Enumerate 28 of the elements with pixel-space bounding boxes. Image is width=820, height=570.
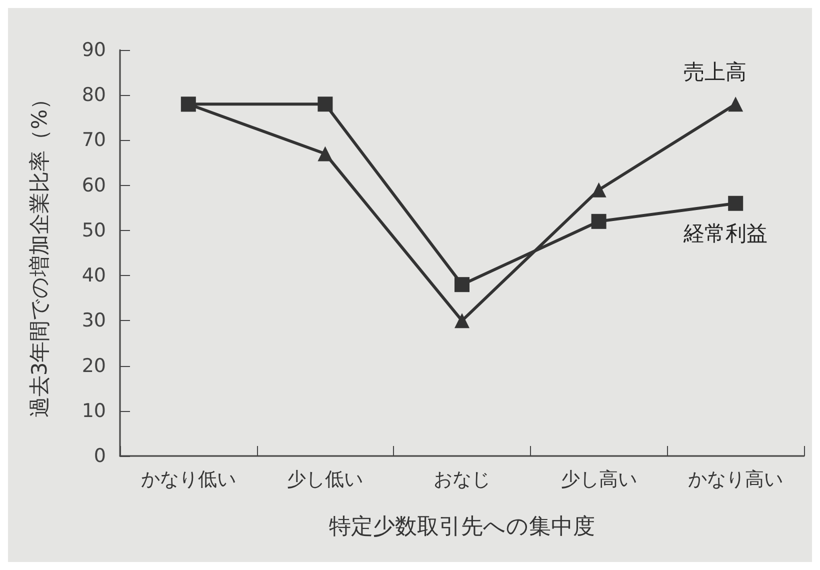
- y-tick-label: 70: [82, 129, 106, 152]
- x-tick-label: かなり高い: [688, 468, 784, 490]
- x-tick-label: 少し高い: [560, 468, 637, 490]
- y-tick-label: 10: [82, 400, 106, 422]
- y-tick-label: 20: [82, 354, 106, 377]
- point: [591, 182, 606, 198]
- x-axis-title: 特定少数取引先への集中度: [329, 514, 595, 540]
- y-tick-label: 0: [94, 445, 106, 467]
- point: [318, 146, 333, 162]
- y-axis-title: 過去3年間での増加企業比率（%）: [28, 88, 52, 418]
- series-label: 経常利益: [682, 221, 768, 246]
- point: [728, 96, 744, 112]
- y-tick-label: 40: [82, 264, 106, 287]
- point: [318, 96, 333, 112]
- y-tick-label: 30: [82, 310, 106, 332]
- y-tick-label: 90: [82, 39, 106, 61]
- point: [591, 214, 606, 229]
- y-tick-label: 60: [82, 174, 106, 196]
- series-label: 売上高: [684, 60, 747, 84]
- point: [180, 96, 196, 112]
- x-tick-label: 少し低い: [287, 468, 364, 490]
- x-tick-label: おなじ: [434, 468, 490, 490]
- point: [728, 196, 744, 211]
- point: [454, 277, 470, 292]
- point: [454, 313, 470, 328]
- y-tick-label: 80: [82, 84, 106, 106]
- x-tick-label: かなり低い: [140, 468, 236, 490]
- y-tick-label: 50: [82, 219, 106, 242]
